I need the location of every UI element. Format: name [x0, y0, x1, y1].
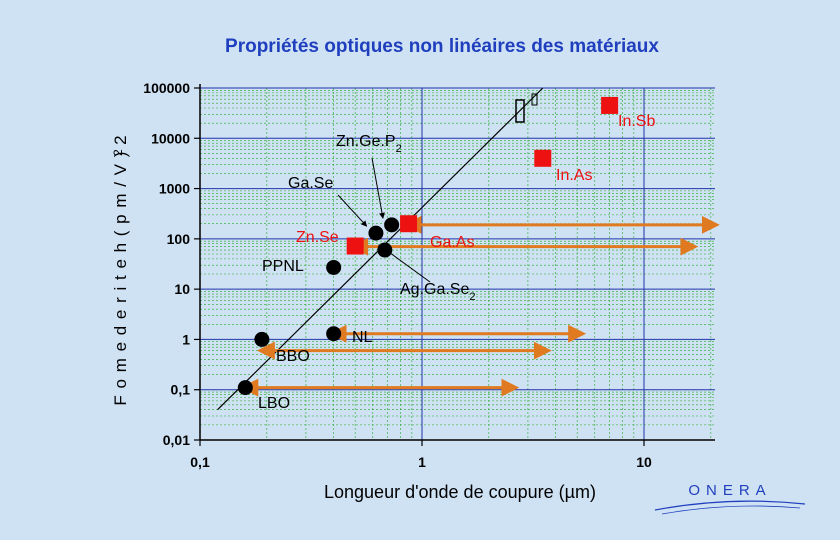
x-tick-label: 10	[636, 454, 652, 470]
y-tick-label: 10000	[151, 130, 190, 146]
y-tick-label: 10	[174, 281, 190, 297]
annotation-pointer	[378, 244, 431, 283]
label-subscript: 2	[469, 291, 475, 303]
point-in-as	[534, 149, 552, 167]
label-nl: NL	[352, 329, 373, 346]
x-axis-title: Longueur d'onde de coupure (µm)	[324, 482, 596, 502]
point-nl	[326, 326, 342, 342]
label-zn-ge-p: Zn.Ge.P2	[336, 133, 402, 155]
label-ga-as: Ga.As	[430, 234, 474, 251]
label-in-sb: In.Sb	[618, 113, 655, 130]
y-tick-label: 0,01	[163, 432, 190, 448]
point-ga-se	[368, 225, 384, 241]
onera-logo-swoosh-2	[661, 505, 801, 515]
point-lbo	[237, 380, 253, 396]
label-in-as: In.As	[556, 167, 592, 184]
point-bbo	[254, 331, 270, 347]
data-points	[237, 96, 619, 396]
y-tick-label: 100	[167, 231, 191, 247]
page-title: Propriétés optiques non linéaires des ma…	[0, 36, 840, 58]
y-tick-label: 100000	[143, 80, 190, 96]
point-labels: Zn.Ge.P2 Ga.Se Zn.Se Ga.As PPNL Ag.Ga.Se2 NL BB…	[258, 93, 655, 412]
point-zn-ge-p2	[384, 217, 400, 233]
label-ag-ga-se: Ag.Ga.Se2	[400, 281, 476, 303]
label-bbo: BBO	[276, 348, 310, 365]
point-ga-as	[400, 215, 418, 233]
onera-logo-swoosh	[654, 500, 806, 511]
label-ppnl: PPNL	[262, 258, 304, 275]
page-title-text: Propriétés optiques non linéaires des ma…	[225, 36, 659, 57]
y-axis-title: F o m e d e r i t e h ( p m / V ) 2	[111, 134, 130, 405]
x-tick-label: 1	[418, 454, 426, 470]
y-tick-label: 1	[182, 331, 190, 347]
transparency-arrows	[240, 215, 720, 397]
label-zn-se: Zn.Se	[296, 229, 339, 246]
x-tick-label: 0,1	[190, 454, 210, 470]
y-tick-label: 0,1	[171, 382, 191, 398]
label-subscript: 2	[396, 143, 402, 155]
annotation-pointer	[337, 194, 368, 227]
onera-logo: ONERA	[654, 482, 806, 515]
glyph-box	[515, 99, 525, 123]
label-lbo: LBO	[258, 395, 290, 412]
label-ga-se: Ga.Se	[288, 175, 333, 192]
point-in-sb	[601, 96, 619, 114]
point-ppnl	[326, 259, 342, 275]
onera-logo-text: ONERA	[688, 482, 771, 499]
point-zn-se	[346, 237, 364, 255]
glyph-box-small	[531, 93, 538, 106]
annotation-pointer	[371, 157, 385, 219]
y-axis-exponent: 2	[111, 149, 125, 156]
y-tick-label: 1000	[159, 181, 190, 197]
